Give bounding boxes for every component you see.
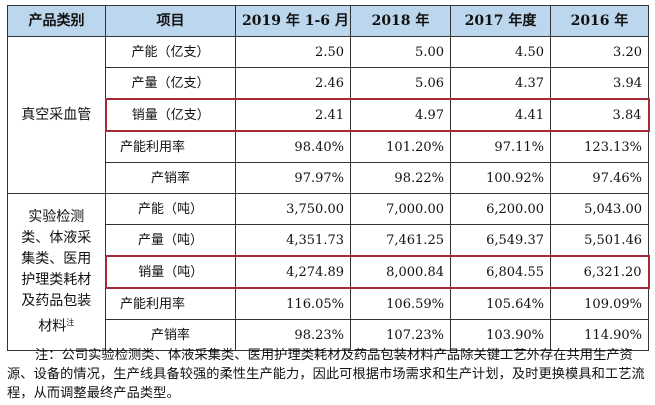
value-cell: 5,043.00: [550, 193, 649, 225]
value-cell: 97.11%: [450, 130, 551, 163]
value-cell: 100.92%: [450, 162, 551, 194]
value-cell: 3.94: [550, 67, 649, 100]
value-cell: 116.05%: [235, 287, 351, 320]
table-row: 产量（吨） 4,351.73 7,461.25 6,549.37 5,501.4…: [8, 224, 649, 257]
capacity-table-container: 产品类别 项目 2019 年 1-6 月 2018 年 2017 年度 2016…: [7, 5, 650, 351]
value-cell: 5,501.46: [550, 224, 649, 257]
value-cell: 101.20%: [350, 130, 451, 163]
item-cell: 产销率: [105, 319, 236, 351]
value-cell: 98.23%: [235, 319, 351, 351]
header-2017: 2017 年度: [450, 5, 551, 37]
item-cell: 产量（亿支）: [105, 67, 236, 100]
table-row: 产量（亿支） 2.46 5.06 4.37 3.94: [8, 67, 649, 100]
value-cell: 98.40%: [235, 130, 351, 163]
value-cell: 6,200.00: [450, 193, 551, 225]
header-2019h1: 2019 年 1-6 月: [235, 5, 351, 37]
value-cell: 7,461.25: [350, 224, 451, 257]
value-cell: 107.23%: [350, 319, 451, 351]
value-cell: 4.37: [450, 67, 551, 100]
value-cell: 105.64%: [450, 287, 551, 320]
table-row: 产销率 97.97% 98.22% 100.92% 97.46%: [8, 162, 649, 194]
header-item: 项目: [105, 5, 236, 37]
value-cell: 2.41: [235, 98, 351, 132]
value-cell: 4.97: [350, 98, 451, 132]
value-cell: 5.00: [350, 36, 451, 68]
value-cell: 114.90%: [550, 319, 649, 351]
value-cell: 4,351.73: [235, 224, 351, 257]
item-cell: 产量（吨）: [105, 224, 236, 257]
value-cell: 6,549.37: [450, 224, 551, 257]
item-cell: 产能利用率: [105, 130, 236, 163]
value-cell: 109.09%: [550, 287, 649, 320]
value-cell: 106.59%: [350, 287, 451, 320]
value-cell: 98.22%: [350, 162, 451, 194]
item-cell: 产能利用率: [105, 287, 236, 320]
category-cell: 真空采血管: [7, 36, 106, 194]
value-cell: 7,000.00: [350, 193, 451, 225]
value-cell: 97.97%: [235, 162, 351, 194]
table-row: 产销率 98.23% 107.23% 103.90% 114.90%: [8, 319, 649, 351]
value-cell: 97.46%: [550, 162, 649, 194]
value-cell: 6,804.55: [450, 255, 551, 289]
table-row: 真空采血管 产能（亿支） 2.50 5.00 4.50 3.20: [7, 36, 649, 194]
value-cell: 4.41: [450, 98, 551, 132]
header-category: 产品类别: [7, 5, 106, 37]
value-cell: 3.20: [550, 36, 649, 68]
table-row: 产能利用率 98.40% 101.20% 97.11% 123.13%: [8, 130, 649, 163]
value-cell: 2.46: [235, 67, 351, 100]
capacity-table: 产品类别 项目 2019 年 1-6 月 2018 年 2017 年度 2016…: [7, 5, 650, 351]
value-cell: 4.50: [450, 36, 551, 68]
item-cell: 产能（亿支）: [105, 36, 236, 68]
value-cell: 4,274.89: [235, 255, 351, 289]
value-cell: 8,000.84: [350, 255, 451, 289]
value-cell: 2.50: [235, 36, 351, 68]
item-cell: 销量（亿支）: [104, 98, 236, 132]
table-row: 实验检测类、体液采集类、医用护理类耗材及药品包装材料注 产能（吨） 3,750.…: [7, 193, 649, 351]
value-cell: 5.06: [350, 67, 451, 100]
header-2018: 2018 年: [350, 5, 451, 37]
value-cell: 6,321.20: [550, 255, 650, 289]
value-cell: 103.90%: [450, 319, 551, 351]
value-cell: 123.13%: [550, 130, 649, 163]
value-cell: 3.84: [550, 98, 650, 132]
table-row-highlighted: 销量（亿支） 2.41 4.97 4.41 3.84: [8, 98, 650, 132]
note-marker: 注: [66, 317, 75, 327]
category-cell: 实验检测类、体液采集类、医用护理类耗材及药品包装材料注: [7, 193, 106, 351]
item-cell: 销量（吨）: [104, 255, 236, 289]
footnote: 注：公司实验检测类、体液采集类、医用护理类耗材及药品包装材料产品除关键工艺外存在…: [7, 348, 645, 401]
table-header-row: 产品类别 项目 2019 年 1-6 月 2018 年 2017 年度 2016…: [7, 5, 649, 37]
value-cell: 3,750.00: [235, 193, 351, 225]
item-cell: 产能（吨）: [105, 193, 236, 225]
table-row-highlighted: 销量（吨） 4,274.89 8,000.84 6,804.55 6,321.2…: [8, 255, 650, 289]
header-2016: 2016 年: [550, 5, 649, 37]
item-cell: 产销率: [105, 162, 236, 194]
